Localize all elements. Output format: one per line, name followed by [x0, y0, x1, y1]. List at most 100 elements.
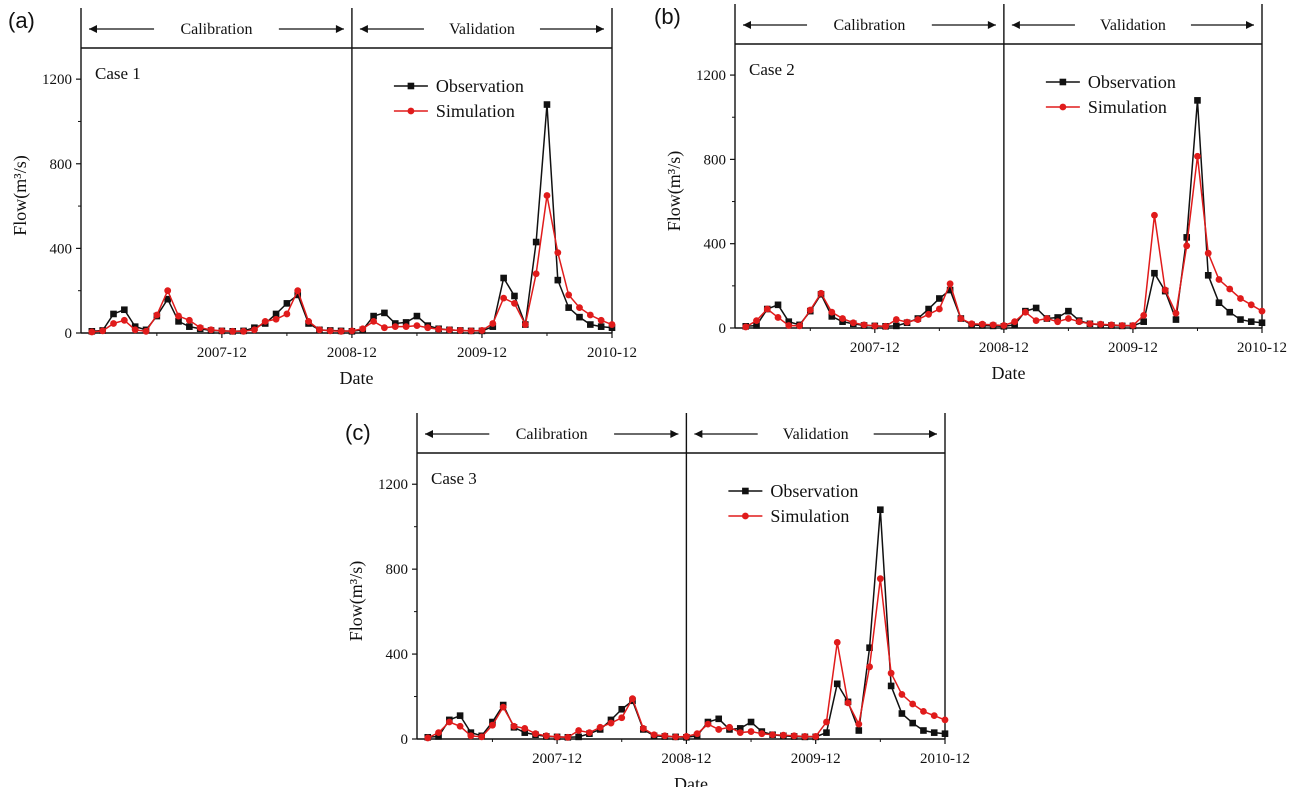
data-point-simulation	[185, 316, 193, 324]
x-tick-label: 2007-12	[532, 751, 582, 767]
data-point-simulation	[817, 289, 825, 297]
data-point-simulation	[629, 695, 636, 703]
data-point-simulation	[424, 324, 432, 332]
data-point-simulation	[785, 322, 793, 329]
data-point-simulation	[608, 321, 616, 328]
data-point-simulation	[359, 325, 367, 333]
data-point-simulation	[489, 721, 496, 729]
data-point-observation	[866, 644, 873, 652]
data-point-simulation	[413, 322, 421, 329]
data-point-simulation	[229, 327, 237, 335]
data-point-simulation	[456, 722, 464, 730]
data-point-observation	[747, 718, 755, 726]
data-point-simulation	[1075, 318, 1083, 326]
validation-label: Validation	[449, 21, 515, 38]
legend-label: Observation	[1088, 72, 1176, 92]
calibration-label: Calibration	[180, 21, 252, 38]
data-point-simulation	[326, 327, 334, 335]
data-point-simulation	[989, 321, 997, 329]
data-point-simulation	[337, 327, 345, 335]
data-point-simulation	[586, 311, 594, 319]
data-point-observation	[381, 309, 388, 317]
data-point-simulation	[844, 699, 852, 707]
data-point-simulation	[946, 280, 954, 288]
data-point-simulation	[175, 312, 182, 320]
data-point-simulation	[742, 323, 750, 331]
data-point-simulation	[693, 730, 701, 738]
legend-item-observation: Observation	[728, 481, 858, 501]
data-point-simulation	[521, 321, 529, 328]
data-point-observation	[925, 305, 932, 313]
data-point-observation	[1054, 314, 1061, 321]
data-point-simulation	[370, 317, 377, 325]
data-point-simulation	[446, 326, 453, 334]
data-point-simulation	[564, 733, 572, 741]
data-point-observation	[1258, 319, 1266, 327]
data-point-observation	[521, 729, 529, 736]
data-point-simulation	[828, 308, 836, 316]
data-point-simulation	[1194, 152, 1201, 160]
data-point-simulation	[467, 732, 475, 740]
data-point-observation	[753, 322, 760, 329]
y-tick-label: 0	[719, 321, 727, 337]
data-point-observation	[175, 318, 182, 325]
legend-item-simulation: Simulation	[728, 506, 849, 526]
data-point-simulation	[1172, 309, 1180, 317]
data-point-observation	[920, 727, 927, 734]
case-label: Case 2	[749, 60, 795, 79]
data-point-simulation	[553, 733, 561, 741]
data-point-simulation	[849, 319, 857, 327]
validation-label-arrowhead-right	[1246, 21, 1254, 29]
legend-label: Observation	[770, 481, 858, 501]
data-point-observation	[543, 101, 551, 108]
x-axis-title: Date	[674, 774, 708, 787]
data-point-simulation	[860, 321, 868, 329]
data-point-observation	[941, 730, 949, 737]
data-point-simulation	[1065, 315, 1072, 322]
y-tick-label: 1200	[696, 68, 726, 84]
data-point-simulation	[391, 323, 399, 331]
data-point-simulation	[1237, 295, 1244, 302]
legend-label: Simulation	[1088, 97, 1167, 117]
y-tick-label: 800	[704, 152, 727, 168]
data-point-simulation	[1011, 318, 1019, 326]
data-point-observation	[272, 310, 280, 318]
data-point-observation	[1065, 307, 1072, 315]
data-point-simulation	[402, 323, 410, 331]
data-point-simulation	[1054, 318, 1062, 326]
data-point-simulation	[935, 305, 943, 313]
data-point-observation	[618, 705, 626, 713]
data-point-simulation	[726, 723, 733, 731]
data-point-observation	[370, 312, 377, 320]
data-point-observation	[294, 291, 302, 299]
data-point-simulation	[866, 663, 873, 671]
calibration-label-arrowhead-right	[670, 430, 679, 438]
data-point-simulation	[250, 326, 258, 334]
data-point-simulation	[240, 327, 247, 335]
y-tick-label: 800	[50, 157, 73, 173]
data-point-simulation	[753, 317, 760, 325]
data-point-simulation	[812, 733, 820, 740]
panel-letter: (b)	[654, 4, 681, 29]
data-point-simulation	[467, 327, 475, 335]
x-tick-label: 2010-12	[587, 345, 637, 361]
data-point-simulation	[207, 326, 215, 334]
legend-item-simulation: Simulation	[393, 101, 515, 121]
data-point-simulation	[650, 731, 658, 739]
x-tick-label: 2010-12	[920, 751, 970, 767]
data-point-observation	[909, 719, 916, 727]
data-point-simulation	[1151, 211, 1158, 219]
data-point-simulation	[968, 320, 976, 328]
data-point-simulation	[542, 732, 550, 740]
calibration-label-arrowhead-left	[89, 25, 97, 33]
data-point-simulation	[930, 712, 938, 720]
validation-label-arrowhead-right	[929, 430, 937, 438]
data-point-simulation	[790, 732, 798, 740]
legend-label: Observation	[436, 76, 524, 96]
data-point-observation	[1226, 308, 1234, 316]
validation-label-arrowhead-left	[694, 430, 703, 438]
calibration-label: Calibration	[516, 426, 588, 443]
data-point-simulation	[855, 720, 863, 728]
data-point-observation	[1183, 234, 1191, 241]
